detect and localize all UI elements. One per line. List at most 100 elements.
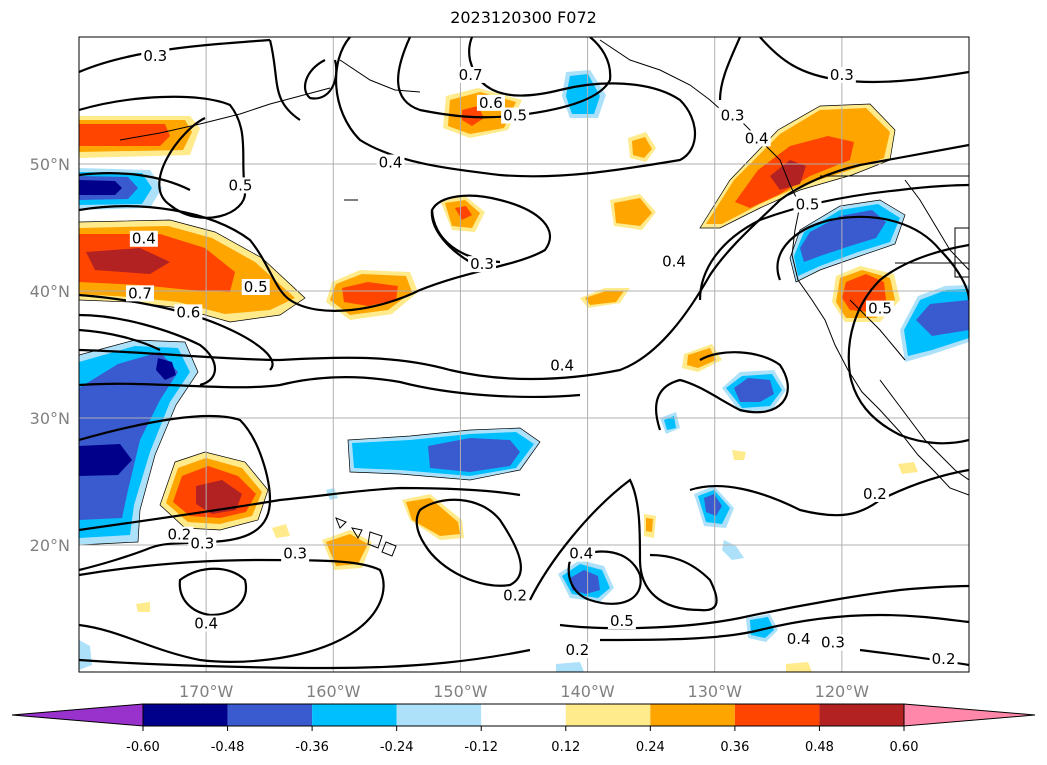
contour-line <box>79 194 552 312</box>
contour-label: 0.2 <box>503 587 527 605</box>
colorbar-bin <box>734 704 820 726</box>
contour-label-bg <box>563 642 592 659</box>
colorbar-bin <box>481 704 566 726</box>
contour-line <box>335 37 696 178</box>
contour-label: 0.5 <box>244 278 268 296</box>
colorbar-tick-label: 0.24 <box>636 740 665 755</box>
anomaly-patch <box>732 450 746 460</box>
contour-label: 0.7 <box>128 284 152 302</box>
lat-tick-label: 40°N <box>30 282 70 301</box>
contour-label-bg <box>567 545 596 562</box>
contour-label-bg <box>718 107 747 124</box>
contour-label-bg <box>548 357 577 374</box>
contour-label-bg <box>241 279 270 295</box>
colorbar-tick-label: -0.48 <box>211 740 245 755</box>
contour-line <box>655 351 789 431</box>
colorbar-bin <box>396 704 482 726</box>
contour-label: 0.5 <box>796 195 820 213</box>
contour-label-bg <box>126 285 155 302</box>
contour-line <box>79 415 272 572</box>
contour-line <box>859 648 969 667</box>
contour-label: 0.6 <box>176 303 200 321</box>
contour-line <box>847 243 969 445</box>
contour-label-bg <box>476 94 505 111</box>
contour-label-bg <box>860 486 889 503</box>
colorbar-bin <box>143 704 228 726</box>
colorbar-tick-label: -0.24 <box>380 740 414 755</box>
contour-label-bg <box>929 651 958 668</box>
anomaly-patch <box>898 462 918 474</box>
anomaly-patch <box>428 438 520 472</box>
contour-label-bg <box>129 230 158 247</box>
map-frame <box>78 36 970 673</box>
contour-label-bg <box>141 47 170 64</box>
anomaly-shading <box>79 70 969 672</box>
contour-line <box>79 313 216 387</box>
contour-label: 0.4 <box>745 129 769 147</box>
anomaly-outline <box>79 339 199 546</box>
contour-label: 0.3 <box>830 66 854 84</box>
colorbar-bin <box>312 704 397 726</box>
lat-tick-label: 50°N <box>30 155 70 174</box>
colorbar-tick-label: -0.36 <box>295 740 329 755</box>
anomaly-patch <box>406 498 460 536</box>
coastline <box>339 59 421 93</box>
anomaly-patch <box>786 662 812 672</box>
contour-label-bg <box>226 177 255 194</box>
coastline <box>904 179 969 271</box>
anomaly-patch <box>750 617 774 638</box>
contour-label: 0.5 <box>610 612 634 630</box>
contour-label-bg <box>793 196 822 213</box>
map-area: 0.30.70.60.5 0.30.40.30.40.50.40.50.70.60… <box>79 37 969 672</box>
border <box>954 227 969 278</box>
contour-label-bg <box>281 545 310 562</box>
contour-label: 0.3 <box>283 545 307 563</box>
colorbar-tick-label: 0.48 <box>805 740 834 755</box>
contour-labels: 0.30.70.60.5 0.30.40.30.40.50.40.50.70.60… <box>126 47 958 668</box>
anomaly-patch <box>342 282 398 306</box>
lon-tick-label: 140°W <box>560 682 615 701</box>
contour-label-bg <box>376 154 405 171</box>
contour-label: 0.7 <box>459 66 483 84</box>
contour-line <box>529 478 718 612</box>
lon-tick-label: 120°W <box>815 682 870 701</box>
contour-line <box>79 143 969 381</box>
anomaly-outline <box>789 199 906 283</box>
contour-label: 0.3 <box>470 255 494 273</box>
anomaly-outline <box>347 427 541 481</box>
anomaly-patch <box>800 210 886 262</box>
anomaly-patch <box>570 570 600 594</box>
contour-label-bg <box>165 526 194 543</box>
lon-tick-label: 130°W <box>688 682 743 701</box>
contour-label-bg <box>174 304 203 321</box>
colorbar-bin <box>650 704 735 726</box>
colorbar-bin <box>819 704 904 726</box>
contour-line <box>79 558 385 663</box>
contour-line <box>178 567 248 617</box>
anomaly-patch <box>79 640 92 670</box>
map-title: 2023120300 F072 <box>450 8 597 27</box>
contour-label: 0.4 <box>569 545 593 563</box>
coastline <box>739 119 969 496</box>
contour-label-bg <box>501 107 530 124</box>
axis-labels: 170°W 160°W 150°W 140°W 130°W 120°W 20°N 30°N 40… <box>30 155 870 701</box>
coastline <box>879 379 969 481</box>
colorbar-tick-label: -0.60 <box>126 740 160 755</box>
contour-label-bg <box>607 613 636 630</box>
anomaly-patch <box>79 124 170 146</box>
contour-label: 0.5 <box>229 176 253 194</box>
contour-line <box>79 293 274 371</box>
coastlines <box>119 39 969 557</box>
lon-tick-label: 150°W <box>433 682 488 701</box>
contour-label: 0.4 <box>787 630 811 648</box>
contour-lines <box>79 37 969 670</box>
contour-label: 0.6 <box>479 94 503 112</box>
contour-label: 0.5 <box>503 107 527 125</box>
anomaly-patch <box>136 602 150 612</box>
contour-line <box>599 613 969 642</box>
anomaly-patch <box>614 198 652 226</box>
anomaly-patch <box>585 291 624 305</box>
contour-label-bg <box>818 634 847 651</box>
colorbar-bin <box>565 704 651 726</box>
lat-tick-label: 20°N <box>30 536 70 555</box>
